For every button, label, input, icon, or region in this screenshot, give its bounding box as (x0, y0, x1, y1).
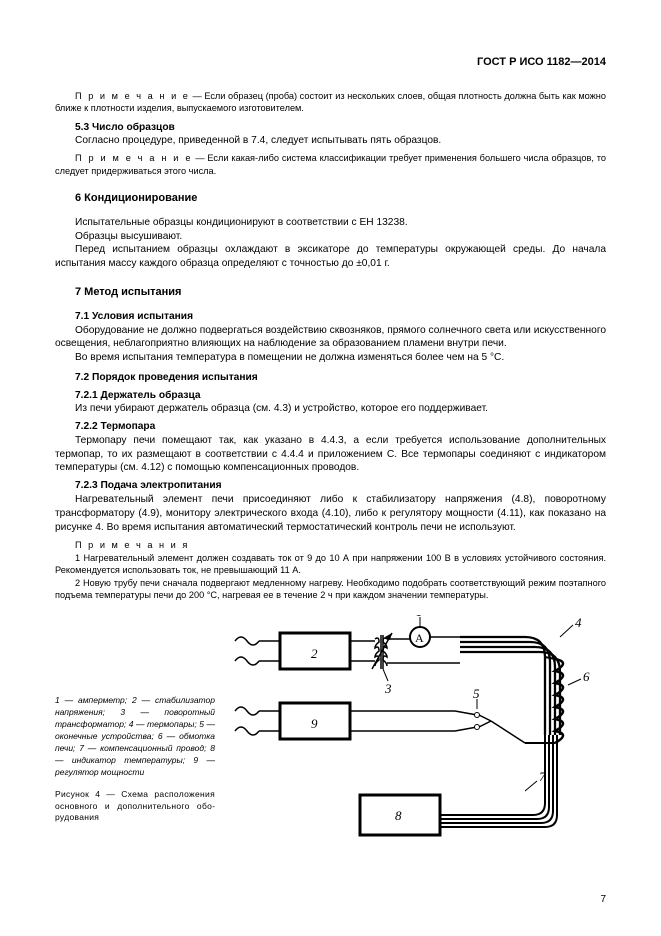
para-7-1-2: Во время испытания температура в помещен… (55, 351, 606, 365)
svg-text:5: 5 (473, 686, 480, 701)
doc-header: ГОСТ Р ИСО 1182—2014 (55, 55, 606, 70)
para-7-2-2: Термопару печи помещают так, как указано… (55, 434, 606, 475)
para-6-1: Испытательные образцы кондиционируют в с… (55, 216, 606, 230)
note-2: П р и м е ч а н и е — Если какая-либо си… (55, 152, 606, 177)
heading-7-2-1: 7.2.1 Держатель образца (55, 389, 606, 403)
notes-1: 1 Нагревательный элемент должен создават… (55, 552, 606, 577)
heading-7-2-2: 7.2.2 Термопара (55, 420, 606, 434)
note-1: П р и м е ч а н и е — Если образец (проб… (55, 90, 606, 115)
heading-6: 6 Кондиционирование (55, 191, 606, 206)
note-2-label: П р и м е ч а н и е (75, 153, 192, 163)
svg-text:4: 4 (575, 615, 582, 630)
notes-2: 2 Новую трубу печи сначала подвергают ме… (55, 577, 606, 602)
svg-text:6: 6 (583, 669, 590, 684)
para-5-3: Согласно процедуре, приведенной в 7.4, с… (55, 134, 606, 148)
heading-7-2: 7.2 Порядок проведения испытания (55, 371, 606, 385)
svg-text:9: 9 (311, 716, 318, 731)
para-7-2-3: Нагревательный элемент печи присоединяют… (55, 493, 606, 534)
para-6-3: Перед испытанием образцы охлаждают в экс… (55, 243, 606, 271)
svg-text:3: 3 (384, 681, 392, 696)
page: ГОСТ Р ИСО 1182—2014 П р и м е ч а н и е… (0, 0, 661, 936)
svg-text:A: A (415, 631, 424, 645)
heading-7: 7 Метод испытания (55, 285, 606, 300)
para-6-2: Образцы высушивают. (55, 230, 606, 244)
para-7-1-1: Оборудование не должно подвергаться возд… (55, 324, 606, 352)
heading-7-1: 7.1 Условия испытания (55, 310, 606, 324)
para-7-2-1: Из печи убирают держатель образца (см. 4… (55, 402, 606, 416)
notes-label: П р и м е ч а н и я (55, 539, 606, 551)
svg-text:7: 7 (539, 769, 546, 784)
page-number: 7 (600, 893, 606, 907)
svg-text:2: 2 (311, 646, 318, 661)
svg-text:1: 1 (416, 615, 423, 619)
note-1-label: П р и м е ч а н и е (75, 91, 190, 101)
figure-4-caption: 1 — амперметр; 2 — стабилизатор напряжен… (55, 695, 225, 824)
figure-4-legend: 1 — амперметр; 2 — стабилизатор напряжен… (55, 695, 215, 778)
figure-4-title: Рисунок 4 — Схема расположения основного… (55, 789, 215, 825)
heading-7-2-3: 7.2.3 Подача электропитания (55, 479, 606, 493)
figure-4: 1 — амперметр; 2 — стабилизатор напряжен… (55, 615, 606, 860)
figure-4-diagram: 2 9 3 A 1 5 4 6 8 7 (225, 615, 606, 860)
notes-block: П р и м е ч а н и я 1 Нагревательный эле… (55, 539, 606, 601)
heading-5-3: 5.3 Число образцов (55, 121, 606, 135)
svg-text:8: 8 (395, 808, 402, 823)
